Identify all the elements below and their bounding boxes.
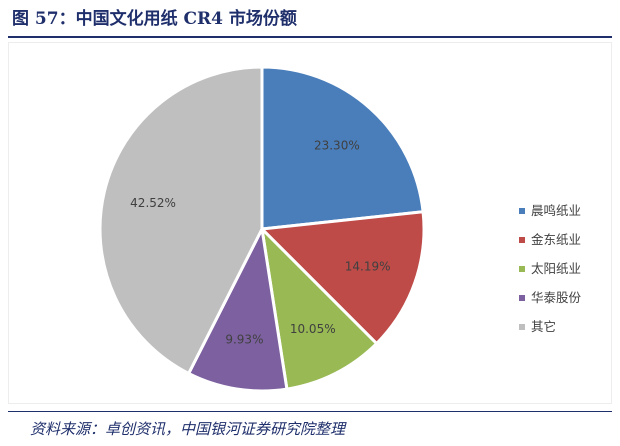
- legend-item: 晨鸣纸业: [519, 201, 581, 230]
- data-label-chenming: 23.30%: [314, 139, 360, 153]
- pie-slice-huatai: [187, 227, 289, 393]
- legend-item: 太阳纸业: [519, 259, 581, 288]
- legend-label: 华泰股份: [531, 290, 582, 305]
- chart-area: 23.30% 14.19% 10.05% 9.93% 42.52% 晨鸣纸业 金东纸业 …: [8, 42, 612, 404]
- legend-label: 太阳纸业: [531, 261, 582, 276]
- data-label-other: 42.52%: [130, 196, 176, 210]
- title-divider: [8, 36, 612, 38]
- source-divider: [8, 411, 612, 412]
- legend-item: 金东纸业: [519, 230, 581, 259]
- legend-item: 其它: [519, 317, 581, 346]
- legend-swatch: [519, 294, 525, 301]
- data-label-jindong: 14.19%: [345, 259, 391, 273]
- pie-slice-chenming: [260, 65, 425, 231]
- legend-swatch: [519, 265, 525, 272]
- legend-label: 金东纸业: [531, 232, 582, 247]
- legend-swatch: [519, 323, 525, 330]
- pie-slice-other: [98, 65, 264, 375]
- figure-title: 图 57：中国文化用纸 CR4 市场份额: [12, 9, 297, 29]
- pie-chart: 23.30% 14.19% 10.05% 9.93% 42.52%: [98, 65, 426, 393]
- pie-slice-taiyang: [260, 227, 379, 391]
- legend: 晨鸣纸业 金东纸业 太阳纸业 华泰股份 其它: [519, 201, 581, 346]
- legend-label: 晨鸣纸业: [531, 203, 582, 218]
- legend-item: 华泰股份: [519, 288, 581, 317]
- pie-slice-jindong: [260, 210, 426, 346]
- data-label-huatai: 9.93%: [225, 333, 263, 347]
- source-note: 资料来源：卓创资讯，中国银河证券研究院整理: [30, 420, 346, 438]
- legend-swatch: [519, 236, 525, 243]
- data-label-taiyang: 10.05%: [290, 322, 336, 336]
- legend-label: 其它: [531, 319, 557, 334]
- legend-swatch: [519, 207, 525, 214]
